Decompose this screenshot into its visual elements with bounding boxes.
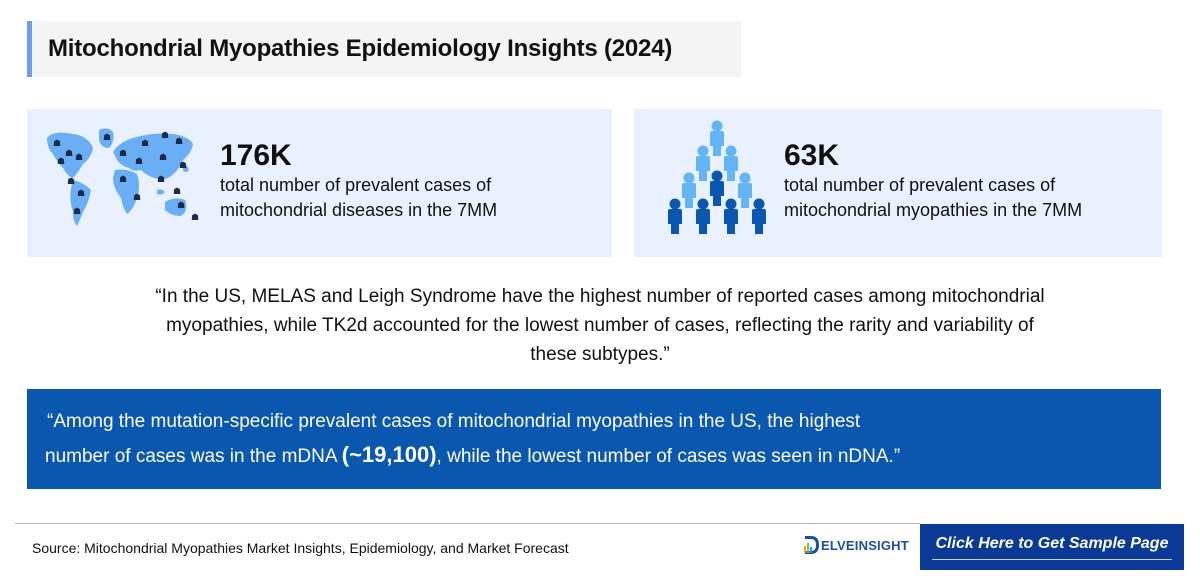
logo-mark-icon <box>802 535 820 555</box>
world-map-people-icon: ☗ ☗ ☗ ☗ ☗ ☗ ☗ ☗ ☗ ☗ ☗ ☗ ☗ ☗ ☗ ☗ ☗ ☗ ☗ ☗ ☗ <box>43 126 208 241</box>
svg-text:☗: ☗ <box>75 153 83 163</box>
footer-divider <box>15 523 920 524</box>
svg-text:☗: ☗ <box>161 131 169 141</box>
svg-text:☗: ☗ <box>57 157 65 167</box>
stat-text: 63K total number of prevalent cases of m… <box>784 139 1082 223</box>
source-text: Source: Mitochondrial Myopathies Market … <box>32 540 569 556</box>
svg-text:☗: ☗ <box>159 153 167 163</box>
page-title: Mitochondrial Myopathies Epidemiology In… <box>48 35 673 62</box>
svg-text:☗: ☗ <box>119 175 127 185</box>
highlight-value: (~19,100) <box>341 442 437 467</box>
svg-text:☗: ☗ <box>119 149 127 159</box>
highlight-line-1: “Among the mutation-specific prevalent c… <box>45 405 1161 438</box>
svg-text:☗: ☗ <box>133 193 141 203</box>
stat-value: 176K <box>220 139 292 172</box>
quote-line-3: these subtypes.” <box>530 344 670 365</box>
stat-desc-line1: total number of prevalent cases of <box>784 175 1056 195</box>
svg-text:☗: ☗ <box>191 213 199 223</box>
highlight-line-2-pre: number of cases was in the mDNA <box>45 446 342 467</box>
highlight-line-2: number of cases was in the mDNA (~19,100… <box>45 438 1161 473</box>
svg-text:☗: ☗ <box>141 139 149 149</box>
svg-text:☗: ☗ <box>65 149 73 159</box>
svg-text:☗: ☗ <box>157 175 165 185</box>
svg-text:☗: ☗ <box>67 177 75 187</box>
svg-text:☗: ☗ <box>177 201 185 211</box>
svg-text:☗: ☗ <box>103 133 111 143</box>
title-bar: Mitochondrial Myopathies Epidemiology In… <box>27 21 741 77</box>
highlight-line-2-post: , while the lowest number of cases was s… <box>436 446 901 467</box>
svg-text:☗: ☗ <box>173 187 181 197</box>
delveinsight-logo: ELVEINSIGHT <box>802 535 909 555</box>
svg-text:☗: ☗ <box>53 139 61 149</box>
people-pyramid-icon <box>662 116 772 243</box>
stat-desc-line2: mitochondrial diseases in the 7MM <box>220 200 498 220</box>
svg-text:☗: ☗ <box>175 137 183 147</box>
us-quote: “In the US, MELAS and Leigh Syndrome hav… <box>30 282 1170 369</box>
stat-value: 63K <box>784 139 840 172</box>
get-sample-page-button[interactable]: Click Here to Get Sample Page <box>920 524 1184 570</box>
quote-line-1: “In the US, MELAS and Leigh Syndrome hav… <box>155 286 1045 307</box>
svg-text:☗: ☗ <box>77 189 85 199</box>
stat-card-diseases: ☗ ☗ ☗ ☗ ☗ ☗ ☗ ☗ ☗ ☗ ☗ ☗ ☗ ☗ ☗ ☗ ☗ ☗ ☗ ☗ ☗ 176K total n… <box>27 109 612 257</box>
svg-text:☗: ☗ <box>73 207 81 217</box>
stat-card-myopathies: 63K total number of prevalent cases of m… <box>634 109 1162 257</box>
logo-text: ELVEINSIGHT <box>821 537 909 553</box>
stat-desc-line1: total number of prevalent cases of <box>220 175 492 195</box>
quote-line-2: myopathies, while TK2d accounted for the… <box>166 315 1034 336</box>
cta-underline <box>932 558 1172 560</box>
svg-text:☗: ☗ <box>179 161 187 171</box>
svg-text:☗: ☗ <box>135 157 143 167</box>
cta-label: Click Here to Get Sample Page <box>935 534 1169 552</box>
stat-text: 176K total number of prevalent cases of … <box>220 139 497 223</box>
stat-desc-line2: mitochondrial myopathies in the 7MM <box>784 200 1083 220</box>
highlight-line-1-text: “Among the mutation-specific prevalent c… <box>47 411 861 432</box>
highlight-box: “Among the mutation-specific prevalent c… <box>27 389 1161 489</box>
